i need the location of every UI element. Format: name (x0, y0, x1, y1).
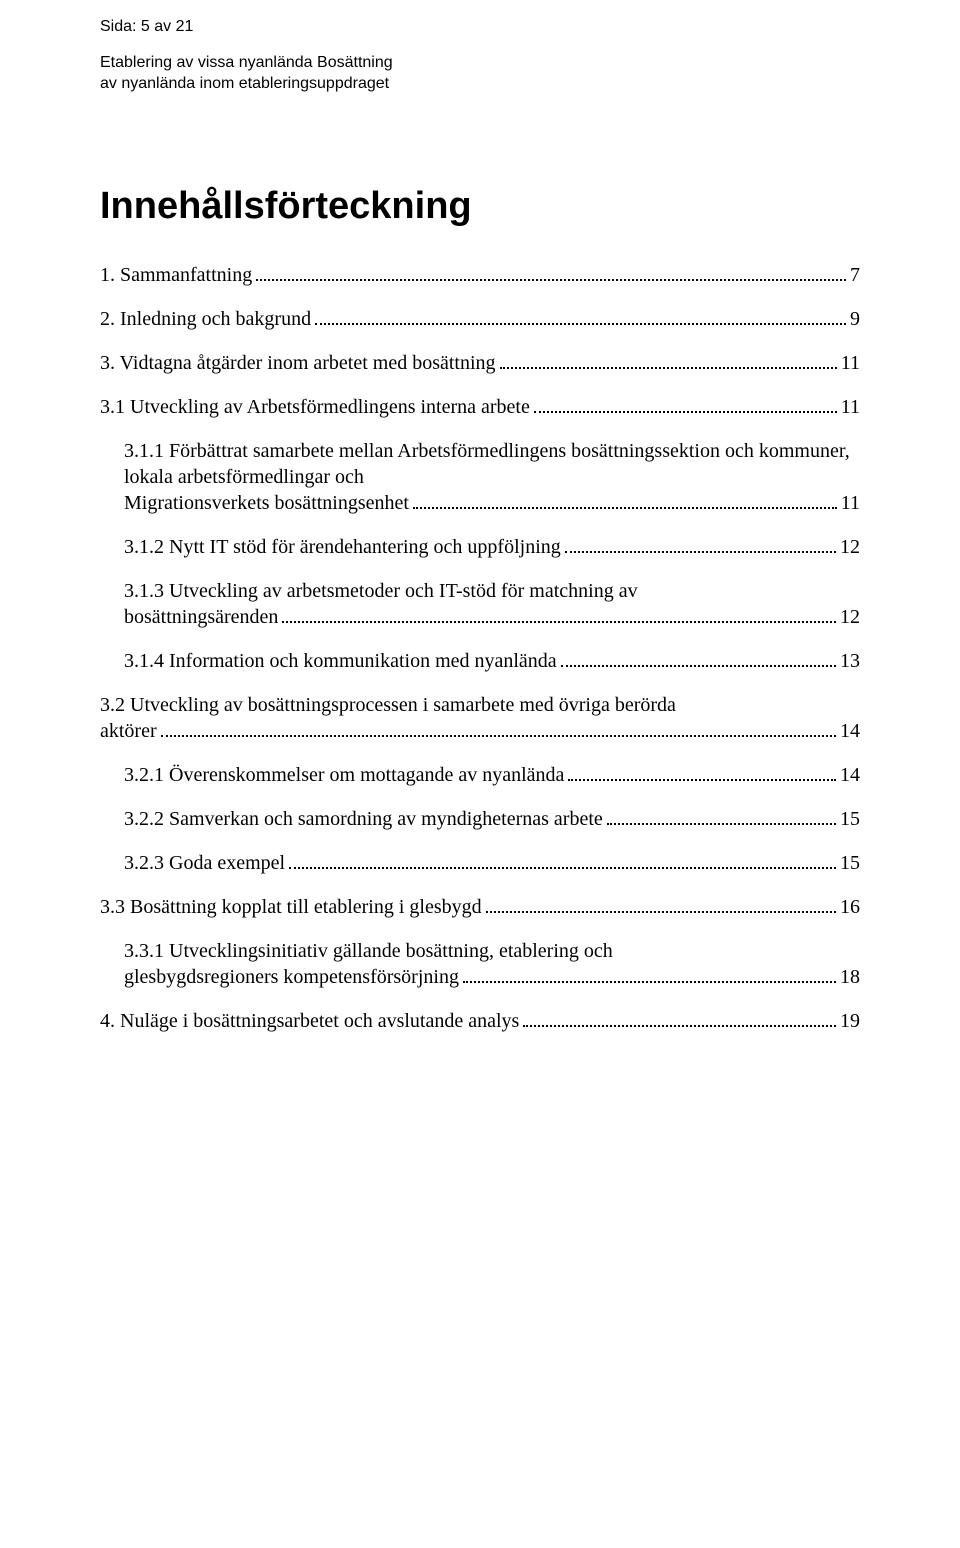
toc-entry-page: 11 (841, 350, 860, 376)
toc-entry-page: 13 (840, 648, 860, 674)
toc-leader (523, 1012, 836, 1027)
toc-entry-label: 3.1 Utveckling av Arbetsförmedlingens in… (100, 394, 530, 420)
toc-entry-label: 1. Sammanfattning (100, 262, 252, 288)
toc-entry-page: 18 (840, 964, 860, 990)
toc-leader (413, 494, 837, 509)
toc-entry-label: 2. Inledning och bakgrund (100, 306, 311, 332)
toc-entry[interactable]: 3.1.3 Utveckling av arbetsmetoder och IT… (100, 578, 860, 630)
toc-entry[interactable]: 3. Vidtagna åtgärder inom arbetet med bo… (100, 350, 860, 376)
toc-entry[interactable]: 3.3.1 Utvecklingsinitiativ gällande bosä… (100, 938, 860, 990)
toc-entry-page: 7 (850, 262, 860, 288)
toc-leader (315, 310, 846, 325)
toc-entry-page: 14 (840, 718, 860, 744)
toc-entry-page: 16 (840, 894, 860, 920)
toc-leader (282, 608, 836, 623)
toc-leader (534, 398, 837, 413)
table-of-contents: 1. Sammanfattning 7 2. Inledning och bakgr… (100, 262, 860, 1034)
toc-entry[interactable]: 3.2 Utveckling av bosättningsprocessen i… (100, 692, 860, 744)
toc-entry-label: 3.2.2 Samverkan och samordning av myndig… (124, 806, 603, 832)
toc-leader (565, 538, 836, 553)
toc-entry-label: 3.1.2 Nytt IT stöd för ärendehantering o… (124, 534, 561, 560)
toc-leader (463, 968, 836, 983)
toc-leader (289, 854, 836, 869)
toc-entry[interactable]: 3.2.2 Samverkan och samordning av myndig… (100, 806, 860, 832)
toc-entry-label-tail: bosättningsärenden (124, 604, 278, 630)
toc-leader (500, 354, 837, 369)
toc-entry-page: 12 (840, 534, 860, 560)
toc-entry-label: 3.1.1 Förbättrat samarbete mellan Arbets… (124, 438, 860, 490)
toc-entry-page: 15 (840, 806, 860, 832)
toc-leader (161, 722, 836, 737)
toc-entry-page: 11 (841, 394, 860, 420)
toc-entry-page: 19 (840, 1008, 860, 1034)
toc-entry[interactable]: 1. Sammanfattning 7 (100, 262, 860, 288)
toc-leader (607, 810, 836, 825)
toc-entry[interactable]: 3.3 Bosättning kopplat till etablering i… (100, 894, 860, 920)
toc-entry-label: 3.2.1 Överenskommelser om mottagande av … (124, 762, 564, 788)
toc-entry-label-tail: aktörer (100, 718, 157, 744)
page-indicator: Sida: 5 av 21 (100, 16, 860, 38)
toc-entry-label: 3.3 Bosättning kopplat till etablering i… (100, 894, 482, 920)
toc-leader (256, 266, 846, 281)
toc-entry[interactable]: 3.1.1 Förbättrat samarbete mellan Arbets… (100, 438, 860, 516)
toc-entry-label: 3.2.3 Goda exempel (124, 850, 285, 876)
doc-title-line-1: Etablering av vissa nyanlända Bosättning (100, 52, 860, 74)
toc-entry-page: 12 (840, 604, 860, 630)
toc-entry-label: 3.2 Utveckling av bosättningsprocessen i… (100, 692, 860, 718)
toc-entry[interactable]: 3.2.3 Goda exempel 15 (100, 850, 860, 876)
toc-leader (561, 652, 836, 667)
toc-leader (486, 898, 836, 913)
toc-entry-label: 3.3.1 Utvecklingsinitiativ gällande bosä… (124, 938, 860, 964)
toc-entry-label-tail: Migrationsverkets bosättningsenhet (124, 490, 409, 516)
toc-entry-page: 15 (840, 850, 860, 876)
toc-heading: Innehållsförteckning (100, 185, 860, 228)
page: Sida: 5 av 21 Etablering av vissa nyanlä… (0, 0, 960, 1092)
toc-entry-label-tail: glesbygdsregioners kompetensförsörjning (124, 964, 459, 990)
toc-entry-label: 4. Nuläge i bosättningsarbetet och avslu… (100, 1008, 519, 1034)
running-header: Sida: 5 av 21 Etablering av vissa nyanlä… (100, 16, 860, 95)
toc-entry[interactable]: 3.1.4 Information och kommunikation med … (100, 648, 860, 674)
toc-entry[interactable]: 4. Nuläge i bosättningsarbetet och avslu… (100, 1008, 860, 1034)
toc-leader (568, 766, 836, 781)
toc-entry-label: 3.1.3 Utveckling av arbetsmetoder och IT… (124, 578, 860, 604)
toc-entry-page: 14 (840, 762, 860, 788)
toc-entry[interactable]: 2. Inledning och bakgrund 9 (100, 306, 860, 332)
toc-entry-page: 9 (850, 306, 860, 332)
toc-entry-page: 11 (841, 490, 860, 516)
doc-title-line-2: av nyanlända inom etableringsuppdraget (100, 73, 860, 95)
toc-entry-label: 3. Vidtagna åtgärder inom arbetet med bo… (100, 350, 496, 376)
toc-entry[interactable]: 3.2.1 Överenskommelser om mottagande av … (100, 762, 860, 788)
toc-entry-label: 3.1.4 Information och kommunikation med … (124, 648, 557, 674)
toc-entry[interactable]: 3.1.2 Nytt IT stöd för ärendehantering o… (100, 534, 860, 560)
toc-entry[interactable]: 3.1 Utveckling av Arbetsförmedlingens in… (100, 394, 860, 420)
